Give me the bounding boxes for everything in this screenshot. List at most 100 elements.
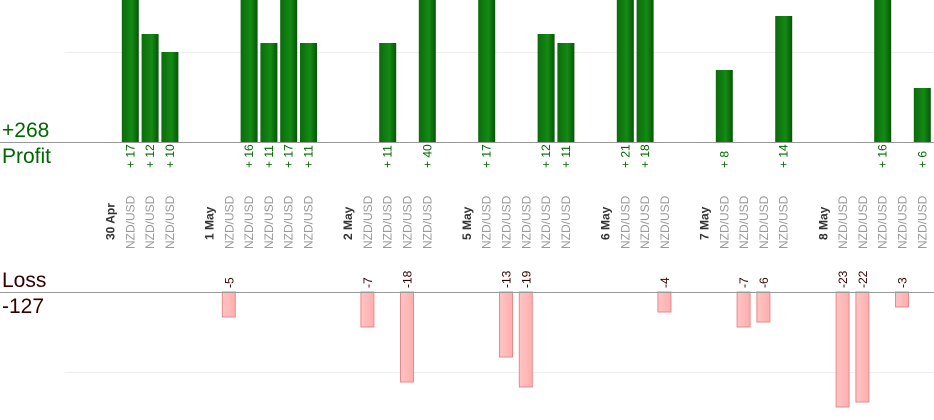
profit-bar [775, 16, 793, 142]
profit-value-label: + 8 [717, 151, 731, 168]
category-label: NZD/USD [381, 195, 395, 249]
profit-bar [537, 34, 555, 142]
category-label: NZD/USD [519, 195, 533, 249]
profit-bar [240, 0, 258, 142]
profit-value-label: + 11 [262, 145, 276, 168]
loss-bars [221, 291, 909, 408]
category-label: NZD/USD [836, 195, 850, 249]
loss-bar [895, 291, 909, 308]
profit-bar [418, 0, 436, 142]
loss-bar [360, 291, 375, 328]
profit-bar [280, 0, 298, 142]
category-label: NZD/USD [163, 195, 177, 249]
loss-value-label: -7 [361, 277, 375, 288]
loss-value-label: -18 [401, 270, 415, 288]
category-label: NZD/USD [500, 195, 514, 249]
loss-bar [756, 291, 771, 323]
loss-value-label: -6 [757, 277, 771, 288]
profit-value-label: + 6 [915, 151, 929, 168]
loss-label: Loss [2, 269, 47, 292]
loss-value-label: -19 [519, 270, 533, 288]
category-label: NZD/USD [915, 195, 929, 249]
profit-bar [141, 34, 159, 142]
loss-total: -127 [2, 295, 45, 318]
date-label: 6 May [599, 206, 613, 240]
loss-value-label: -4 [658, 277, 672, 288]
loss-bar [835, 291, 850, 408]
date-label: 30 Apr [104, 203, 118, 240]
profit-value-label: + 18 [638, 144, 652, 168]
profit-bar [300, 43, 317, 142]
category-label: NZD/USD [302, 195, 316, 249]
profit-label: Profit [2, 145, 52, 168]
profit-bar [636, 0, 654, 142]
loss-value-label: -23 [836, 270, 850, 288]
category-label: NZD/USD [757, 195, 771, 249]
loss-value-label: -5 [222, 277, 236, 288]
category-label: NZD/USD [618, 195, 632, 249]
category-label: NZD/USD [242, 195, 256, 249]
category-labels: NZD/USD NZD/USD NZD/USD NZD/USD NZD/USD NZD/U… [123, 195, 929, 249]
category-label: NZD/USD [876, 195, 890, 249]
loss-bar [736, 291, 751, 328]
loss-value-label: -3 [896, 277, 910, 288]
profit-value-label: + 16 [876, 144, 890, 168]
profit-value-label: + 40 [420, 144, 434, 168]
category-label: NZD/USD [539, 195, 553, 249]
category-label: NZD/USD [123, 195, 137, 249]
category-label: NZD/USD [638, 195, 652, 249]
loss-bar [400, 291, 414, 383]
date-label: 2 May [341, 206, 355, 240]
category-label: NZD/USD [262, 195, 276, 249]
loss-bar [499, 291, 513, 358]
date-label: 7 May [698, 206, 712, 240]
profit-value-label: + 11 [381, 145, 395, 168]
category-label: NZD/USD [559, 195, 573, 249]
value-labels: + 17 + 12 + 10 -5 + 16 + 11 + 17 + 11 -7 + 11 -18 +… [123, 144, 929, 288]
category-label: NZD/USD [361, 195, 375, 249]
profit-bar [913, 88, 931, 142]
date-label: 5 May [460, 206, 474, 240]
category-label: NZD/USD [737, 195, 751, 249]
loss-value-label: -13 [500, 270, 514, 288]
loss-bar [221, 291, 236, 318]
profit-total: +268 [2, 119, 50, 142]
profit-bar [121, 0, 139, 142]
profit-bar [616, 0, 634, 142]
date-label: 8 May [816, 206, 830, 240]
category-label: NZD/USD [222, 195, 236, 249]
date-label: 1 May [203, 206, 217, 240]
profit-bar [161, 52, 179, 142]
profit-value-label: + 11 [302, 145, 316, 168]
profit-bars [121, 0, 931, 142]
profit-value-label: + 12 [143, 144, 157, 168]
profit-bar [557, 43, 575, 142]
loss-bar [855, 291, 870, 403]
profit-bar [478, 0, 496, 142]
category-label: NZD/USD [401, 195, 415, 249]
profit-bar [379, 43, 397, 142]
profit-value-label: + 14 [777, 144, 791, 168]
profit-bar [260, 43, 278, 142]
loss-bar [518, 291, 533, 388]
profit-value-label: + 12 [539, 144, 553, 168]
category-label: NZD/USD [896, 195, 910, 249]
category-label: NZD/USD [777, 195, 791, 249]
category-label: NZD/USD [143, 195, 157, 249]
category-label: NZD/USD [658, 195, 672, 249]
date-labels: 30 Apr 1 May 2 May 5 May 6 May 7 May 8 May [104, 203, 831, 240]
profit-value-label: + 10 [163, 144, 177, 168]
profit-value-label: + 16 [242, 144, 256, 168]
profit-value-label: + 17 [480, 144, 494, 168]
profit-value-label: + 11 [559, 145, 573, 168]
category-label: NZD/USD [717, 195, 731, 249]
profit-value-label: + 17 [282, 144, 296, 168]
profit-bar [715, 70, 733, 142]
loss-value-label: -22 [856, 270, 870, 288]
category-label: NZD/USD [282, 195, 296, 249]
profit-value-label: + 21 [618, 144, 632, 168]
axes [0, 142, 934, 293]
profit-bar [874, 0, 892, 142]
loss-value-label: -7 [737, 277, 751, 288]
